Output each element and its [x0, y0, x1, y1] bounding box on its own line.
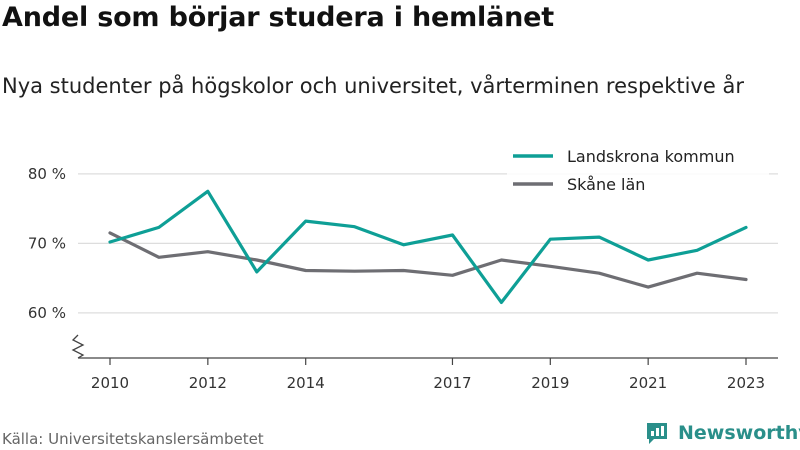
x-tick-label: 2014 — [287, 374, 325, 392]
x-tick-label: 2023 — [727, 374, 765, 392]
y-tick-label: 60 % — [28, 304, 66, 322]
y-tick-label: 70 % — [28, 234, 66, 252]
x-tick-label: 2019 — [531, 374, 569, 392]
series-line-landskrona-kommun — [108, 189, 748, 304]
chart-title: Andel som börjar studera i hemlänet — [2, 2, 554, 33]
x-tick-label: 2012 — [189, 374, 227, 392]
legend-label: Landskrona kommun — [567, 147, 735, 166]
newsworthy-logo-icon — [647, 423, 667, 444]
x-tick-label: 2010 — [91, 374, 129, 392]
source-note: Källa: Universitetskanslersämbetet — [2, 430, 264, 448]
axis-break-icon — [71, 334, 85, 359]
series-line-skåne-län — [108, 231, 748, 289]
legend: Landskrona kommun Skåne län — [507, 142, 769, 196]
legend-label: Skåne län — [567, 175, 645, 194]
chart-subtitle: Nya studenter på högskolor och universit… — [2, 74, 744, 98]
series-lines — [108, 189, 748, 304]
brand-name: Newsworthy — [678, 422, 800, 444]
x-tick-label: 2017 — [433, 374, 471, 392]
y-axis: 80 % 70 % 60 % — [28, 165, 66, 322]
brand-logo: Newsworthy — [644, 420, 800, 446]
y-tick-label: 80 % — [28, 165, 66, 183]
x-tick-label: 2021 — [629, 374, 667, 392]
x-axis: 2010 2012 2014 2017 2019 2021 2023 — [71, 334, 778, 392]
